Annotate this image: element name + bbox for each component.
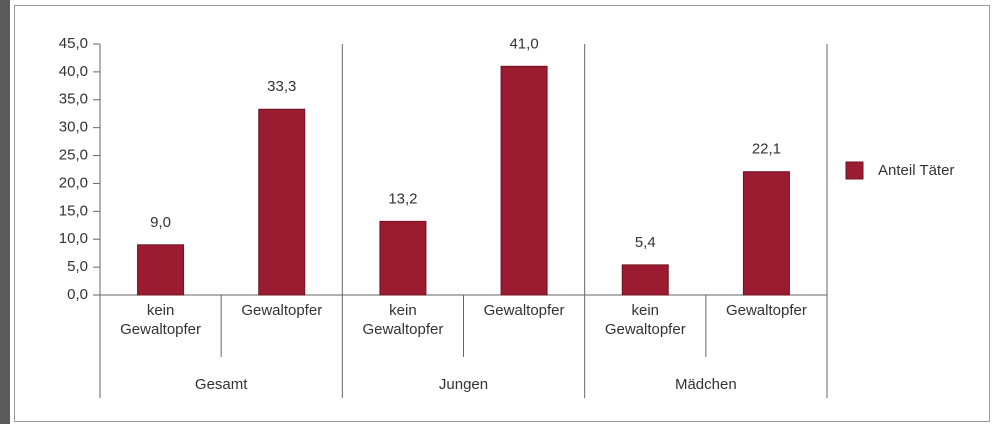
bar <box>742 171 790 296</box>
y-tick-label: 10,0 <box>59 230 88 247</box>
legend-label: Anteil Täter <box>878 162 954 179</box>
bar <box>621 264 669 296</box>
x-tick-label: kein Gewaltopfer <box>604 302 686 338</box>
chart-frame <box>14 5 990 422</box>
side-strip <box>0 0 10 424</box>
value-label: 41,0 <box>509 35 538 52</box>
bar <box>137 244 185 296</box>
x-tick-label: Gewaltopfer <box>483 302 565 319</box>
value-label: 33,3 <box>267 78 296 95</box>
value-label: 5,4 <box>635 234 656 251</box>
x-tick-label: kein Gewaltopfer <box>120 302 202 338</box>
bar <box>258 108 306 296</box>
group-label: Jungen <box>439 376 488 393</box>
y-tick-label: 15,0 <box>59 202 88 219</box>
y-tick-label: 30,0 <box>59 119 88 136</box>
y-tick-label: 45,0 <box>59 35 88 52</box>
legend-swatch <box>845 161 864 180</box>
x-tick-label: kein Gewaltopfer <box>362 302 444 338</box>
value-label: 9,0 <box>150 214 171 231</box>
bar <box>379 220 427 296</box>
y-tick-label: 0,0 <box>67 286 88 303</box>
value-label: 13,2 <box>388 190 417 207</box>
y-tick-label: 5,0 <box>67 258 88 275</box>
y-tick-label: 35,0 <box>59 91 88 108</box>
y-tick-label: 40,0 <box>59 63 88 80</box>
bar <box>500 65 548 296</box>
value-label: 22,1 <box>752 141 781 158</box>
y-tick-label: 25,0 <box>59 147 88 164</box>
x-tick-label: Gewaltopfer <box>725 302 807 319</box>
x-tick-label: Gewaltopfer <box>241 302 323 319</box>
group-label: Mädchen <box>675 376 737 393</box>
y-tick-label: 20,0 <box>59 174 88 191</box>
group-label: Gesamt <box>195 376 248 393</box>
